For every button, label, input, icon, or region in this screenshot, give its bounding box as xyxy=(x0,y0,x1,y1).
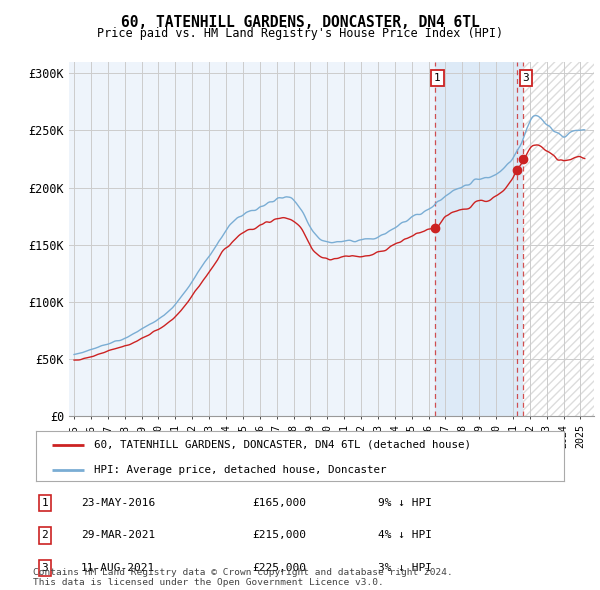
Text: 9% ↓ HPI: 9% ↓ HPI xyxy=(378,498,432,508)
Text: £225,000: £225,000 xyxy=(252,563,306,573)
Bar xyxy=(523,62,594,416)
Text: 29-MAR-2021: 29-MAR-2021 xyxy=(81,530,155,540)
Bar xyxy=(523,62,594,416)
Text: Contains HM Land Registry data © Crown copyright and database right 2024.
This d: Contains HM Land Registry data © Crown c… xyxy=(33,568,453,587)
Text: 1: 1 xyxy=(434,73,441,83)
Text: 3: 3 xyxy=(523,73,529,83)
Text: 1: 1 xyxy=(41,498,49,508)
Text: 60, TATENHILL GARDENS, DONCASTER, DN4 6TL: 60, TATENHILL GARDENS, DONCASTER, DN4 6T… xyxy=(121,15,479,30)
Text: £165,000: £165,000 xyxy=(252,498,306,508)
Text: 2: 2 xyxy=(41,530,49,540)
Text: 3% ↓ HPI: 3% ↓ HPI xyxy=(378,563,432,573)
Text: 23-MAY-2016: 23-MAY-2016 xyxy=(81,498,155,508)
Text: 3: 3 xyxy=(41,563,49,573)
Text: Price paid vs. HM Land Registry's House Price Index (HPI): Price paid vs. HM Land Registry's House … xyxy=(97,27,503,40)
Text: £215,000: £215,000 xyxy=(252,530,306,540)
Text: 60, TATENHILL GARDENS, DONCASTER, DN4 6TL (detached house): 60, TATENHILL GARDENS, DONCASTER, DN4 6T… xyxy=(94,440,471,450)
Text: HPI: Average price, detached house, Doncaster: HPI: Average price, detached house, Donc… xyxy=(94,465,386,475)
Bar xyxy=(435,62,523,416)
Text: 11-AUG-2021: 11-AUG-2021 xyxy=(81,563,155,573)
Text: 4% ↓ HPI: 4% ↓ HPI xyxy=(378,530,432,540)
